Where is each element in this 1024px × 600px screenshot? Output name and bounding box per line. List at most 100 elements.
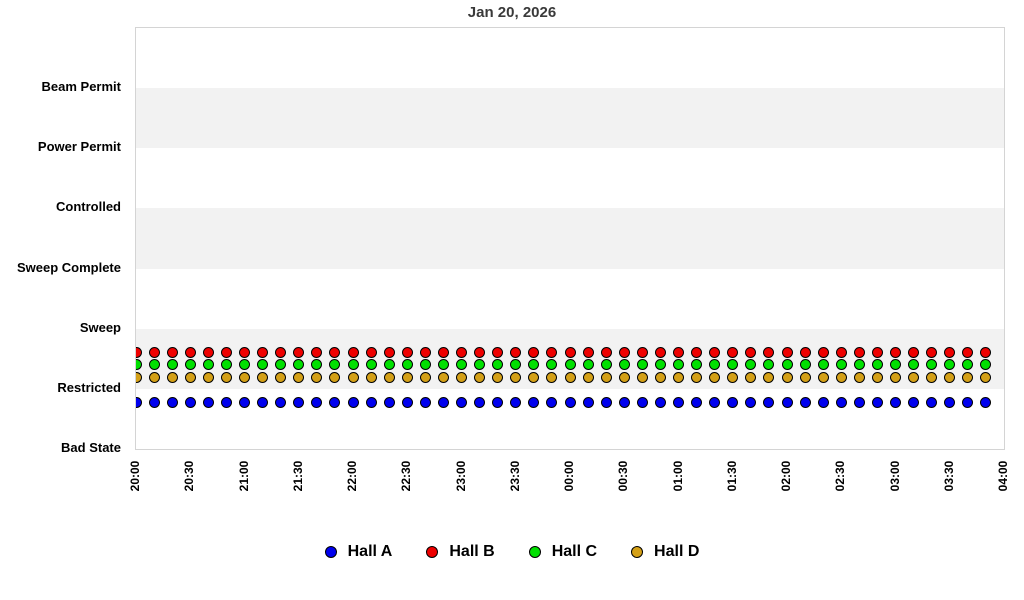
- data-point-hall-a: [148, 396, 160, 408]
- y-axis-label: Restricted: [57, 379, 121, 395]
- data-point-hall-a: [546, 396, 558, 408]
- data-point-hall-b: [202, 347, 214, 359]
- data-point-hall-c: [763, 359, 775, 371]
- data-point-hall-b: [636, 347, 648, 359]
- data-point-hall-b: [871, 347, 883, 359]
- data-point-hall-c: [709, 359, 721, 371]
- data-point-hall-c: [691, 359, 703, 371]
- x-tick-label: 22:00: [345, 460, 359, 492]
- data-point-hall-c: [492, 359, 504, 371]
- data-point-hall-a: [926, 396, 938, 408]
- data-point-hall-d: [546, 371, 558, 383]
- data-point-hall-a: [419, 396, 431, 408]
- x-tick-label: 23:30: [507, 460, 522, 492]
- data-point-hall-c: [817, 359, 829, 371]
- data-point-hall-d: [257, 371, 269, 383]
- data-point-hall-b: [600, 347, 612, 359]
- data-point-hall-a: [257, 396, 269, 408]
- data-point-hall-d: [456, 371, 467, 383]
- data-point-hall-a: [853, 396, 865, 408]
- data-point-hall-d: [908, 371, 920, 383]
- data-point-hall-b: [148, 347, 160, 359]
- data-point-hall-b: [582, 347, 594, 359]
- data-point-hall-d: [293, 371, 305, 383]
- data-point-hall-b: [220, 347, 232, 359]
- data-point-hall-b: [437, 347, 449, 359]
- data-point-hall-d: [727, 371, 739, 383]
- data-point-hall-d: [510, 371, 522, 383]
- legend-label: Hall A: [347, 543, 393, 560]
- y-axis-label: Beam Permit: [41, 79, 121, 95]
- data-point-hall-b: [763, 347, 775, 359]
- data-point-hall-a: [636, 396, 648, 408]
- x-tick-label: 00:30: [616, 460, 631, 492]
- data-point-hall-d: [528, 371, 540, 383]
- data-point-hall-c: [962, 359, 974, 371]
- legend: Hall A Hall B Hall C Hall D: [0, 543, 1024, 561]
- data-point-hall-a: [618, 396, 630, 408]
- data-point-hall-b: [510, 347, 522, 359]
- data-point-hall-c: [673, 359, 684, 371]
- data-point-hall-b: [401, 347, 413, 359]
- legend-dot-icon: [631, 546, 644, 558]
- data-point-hall-b: [781, 347, 793, 359]
- data-point-hall-c: [311, 359, 323, 371]
- data-point-hall-c: [853, 359, 865, 371]
- data-point-hall-a: [871, 396, 883, 408]
- data-point-hall-a: [311, 396, 323, 408]
- data-point-hall-c: [980, 359, 992, 371]
- data-point-hall-a: [600, 396, 612, 408]
- data-point-hall-b: [546, 347, 558, 359]
- data-point-hall-b: [492, 347, 504, 359]
- category-band: [136, 208, 1004, 269]
- data-point-hall-a: [944, 396, 956, 408]
- data-point-hall-a: [136, 396, 142, 408]
- data-point-hall-b: [890, 347, 901, 359]
- data-point-hall-c: [926, 359, 938, 371]
- data-point-hall-b: [980, 347, 992, 359]
- data-point-hall-d: [799, 371, 811, 383]
- x-tick-label: 01:00: [670, 460, 685, 492]
- data-point-hall-a: [184, 396, 196, 408]
- data-point-hall-b: [184, 347, 196, 359]
- data-point-hall-a: [835, 396, 847, 408]
- data-point-hall-c: [799, 359, 811, 371]
- data-point-hall-a: [582, 396, 594, 408]
- data-point-hall-d: [365, 371, 377, 383]
- data-point-hall-d: [437, 371, 449, 383]
- data-point-hall-b: [817, 347, 829, 359]
- data-point-hall-a: [781, 396, 793, 408]
- data-point-hall-c: [890, 359, 901, 371]
- data-point-hall-a: [980, 396, 992, 408]
- data-point-hall-d: [582, 371, 594, 383]
- data-point-hall-d: [401, 371, 413, 383]
- data-point-hall-c: [510, 359, 522, 371]
- data-point-hall-d: [745, 371, 757, 383]
- data-point-hall-c: [401, 359, 413, 371]
- x-tick-label: 01:30: [724, 460, 739, 492]
- data-point-hall-a: [799, 396, 811, 408]
- data-point-hall-c: [944, 359, 956, 371]
- data-point-hall-b: [474, 347, 486, 359]
- data-point-hall-c: [239, 359, 250, 371]
- data-point-hall-c: [148, 359, 160, 371]
- data-point-hall-c: [600, 359, 612, 371]
- data-point-hall-b: [564, 347, 576, 359]
- x-tick-label: 03:00: [887, 460, 902, 492]
- data-point-hall-b: [709, 347, 721, 359]
- legend-item-hall-a: Hall A: [324, 543, 393, 561]
- data-point-hall-c: [184, 359, 196, 371]
- data-point-hall-d: [148, 371, 160, 383]
- data-point-hall-d: [980, 371, 992, 383]
- plot-area: [135, 27, 1005, 450]
- x-tick-label: 20:00: [128, 460, 142, 492]
- data-point-hall-d: [962, 371, 974, 383]
- data-point-hall-a: [275, 396, 287, 408]
- data-point-hall-d: [347, 371, 359, 383]
- data-point-hall-c: [654, 359, 666, 371]
- data-point-hall-b: [691, 347, 703, 359]
- data-point-hall-c: [220, 359, 232, 371]
- data-point-hall-a: [293, 396, 305, 408]
- data-point-hall-a: [401, 396, 413, 408]
- data-point-hall-a: [202, 396, 214, 408]
